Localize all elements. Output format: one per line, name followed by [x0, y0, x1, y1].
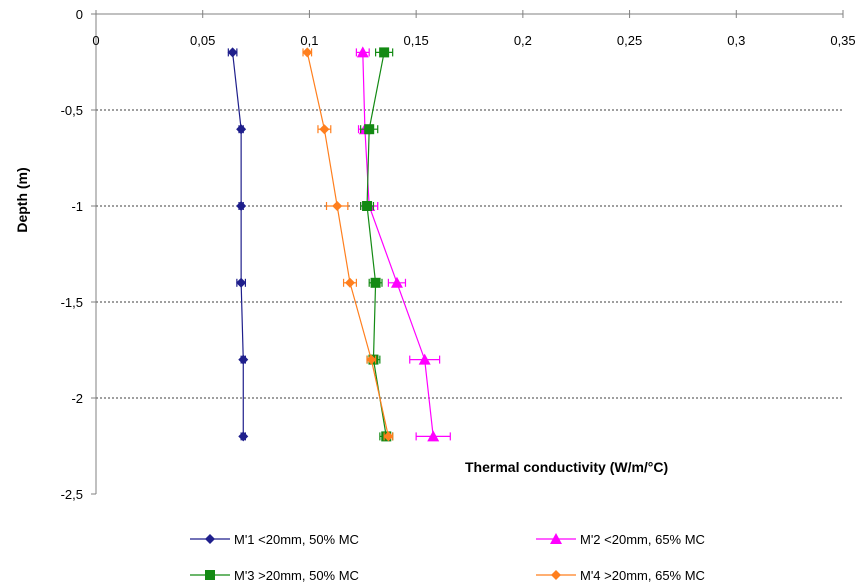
series-1-point-4: [238, 354, 249, 365]
legend: M'1 <20mm, 50% MC M'2 <20mm, 65% MC M'3 >2…: [190, 532, 705, 583]
x-tick-label-5: 0,25: [617, 33, 642, 48]
legend-label-4: M'4 >20mm, 65% MC: [580, 568, 705, 583]
series-3-line: [366, 52, 387, 437]
legend-marker-3: [205, 570, 215, 580]
legend-marker-2: [550, 533, 562, 544]
y-tick-label-3: -1,5: [61, 295, 83, 310]
series-2-line: [362, 52, 434, 437]
series-4-point-3: [344, 277, 355, 288]
tick-labels: 0 0,05 0,1 0,15 0,2 0,25 0,3 0,35 0 -0,5 -1 -1,5 -2 -…: [61, 7, 856, 502]
y-tick-label-0: 0: [76, 7, 83, 22]
series-1-point-2: [236, 201, 247, 211]
axes: [91, 10, 844, 495]
series-4: [302, 47, 394, 442]
y-axis-title: Depth (m): [14, 167, 30, 232]
series-2-point-5: [427, 430, 440, 442]
x-tick-label-6: 0,3: [727, 33, 745, 48]
series-3-point-3: [370, 277, 381, 288]
series-1-point-0: [227, 47, 238, 58]
y-tick-label-1: -0,5: [61, 103, 83, 118]
series-4-point-1: [319, 124, 330, 135]
series-2-point-3: [390, 276, 403, 288]
y-tick-label-4: -2: [71, 391, 83, 406]
legend-marker-4: [551, 570, 561, 580]
y-tick-label-5: -2,5: [61, 487, 83, 502]
legend-marker-1: [205, 534, 215, 544]
x-axis-title: Thermal conductivity (W/m/°C): [465, 459, 668, 475]
series-1-point-1: [236, 124, 247, 135]
legend-label-2: M'2 <20mm, 65% MC: [580, 532, 705, 547]
series-1-point-5: [238, 431, 249, 442]
legend-label-3: M'3 >20mm, 50% MC: [234, 568, 359, 583]
series-2-point-4: [418, 353, 431, 365]
x-tick-label-0: 0: [92, 33, 99, 48]
legend-entry-4: M'4 >20mm, 65% MC: [536, 568, 705, 583]
series-4-point-4: [366, 354, 377, 365]
series-3-point-1: [364, 124, 375, 135]
series-1: [227, 47, 249, 442]
legend-entry-3: M'3 >20mm, 50% MC: [190, 568, 359, 583]
series-4-point-0: [302, 47, 313, 58]
series-3-point-0: [379, 47, 390, 58]
data-series: [227, 46, 451, 442]
grid-lines: [96, 109, 843, 399]
series-4-line: [306, 52, 389, 437]
x-tick-label-2: 0,1: [300, 33, 318, 48]
series-1-line: [231, 52, 244, 437]
series-3-point-2: [362, 201, 373, 211]
y-tick-label-2: -1: [71, 199, 83, 214]
series-1-point-3: [236, 277, 247, 288]
legend-label-1: M'1 <20mm, 50% MC: [234, 532, 359, 547]
series-4-point-2: [332, 201, 343, 211]
x-tick-label-3: 0,15: [403, 33, 428, 48]
series-2-point-0: [356, 46, 369, 58]
x-tick-label-4: 0,2: [514, 33, 532, 48]
x-tick-label-7: 0,35: [830, 33, 855, 48]
series-4-point-5: [383, 431, 394, 442]
x-tick-label-1: 0,05: [190, 33, 215, 48]
legend-entry-2: M'2 <20mm, 65% MC: [536, 532, 705, 547]
legend-entry-1: M'1 <20mm, 50% MC: [190, 532, 359, 547]
